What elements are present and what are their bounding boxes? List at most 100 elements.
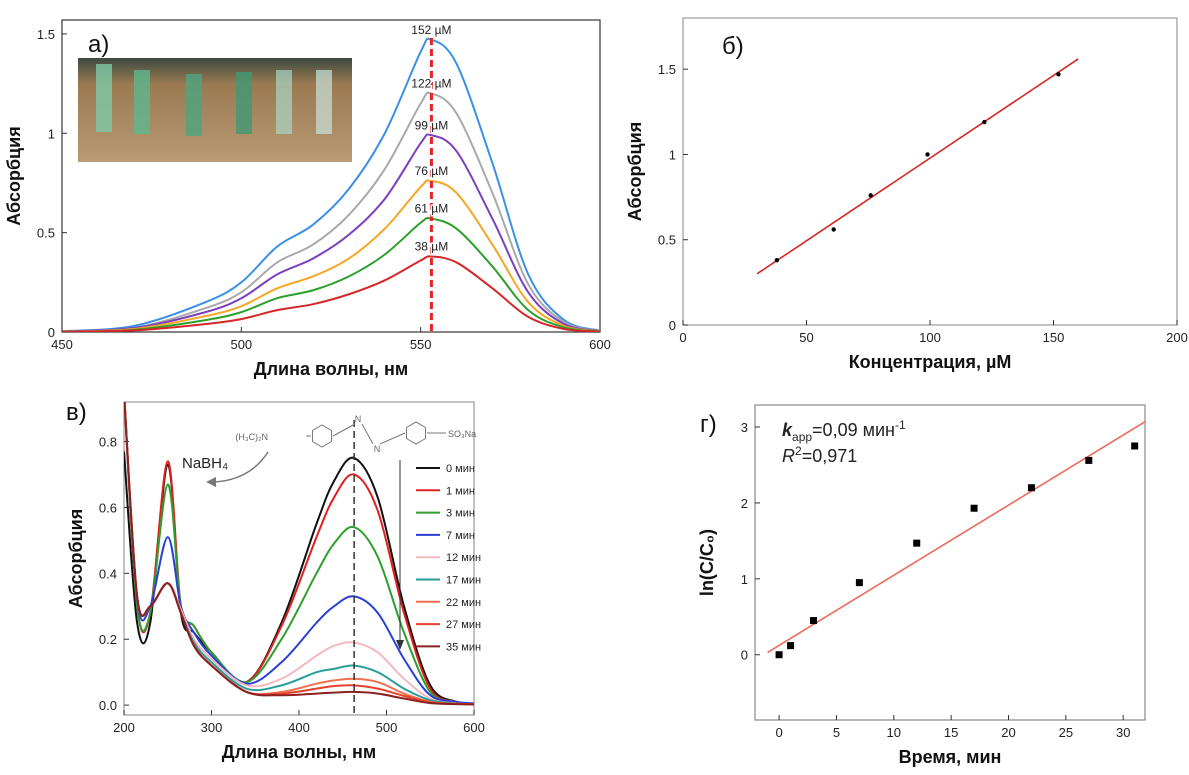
r-value: =0,971 — [802, 446, 858, 466]
x-tick-label: 5 — [833, 725, 840, 740]
x-tick-label: 100 — [919, 330, 941, 345]
r-symbol: R — [782, 446, 795, 466]
data-point — [925, 152, 930, 157]
data-point — [982, 119, 987, 125]
legend-label: 3 мин — [446, 508, 475, 520]
legend-label: 12 мин — [446, 552, 481, 564]
plot-area — [62, 37, 600, 332]
y-axis-title: Абсорбция — [625, 122, 645, 221]
x-axis-title: Длина волны, нм — [222, 742, 376, 762]
x-tick-label: 0 — [679, 330, 686, 345]
legend-label: 0 мин — [446, 463, 475, 475]
spectrum-line — [124, 402, 474, 705]
k-subscript: app — [792, 430, 812, 444]
y-axis-title: Абсорбция — [66, 509, 86, 608]
x-tick-label: 25 — [1059, 725, 1073, 740]
legend-label: 1 мин — [446, 485, 475, 497]
data-point — [810, 617, 817, 625]
spectrum-line — [62, 133, 600, 332]
molecule-label: N — [374, 444, 381, 454]
legend-label: 27 мин — [446, 619, 481, 631]
y-tick-label: 1.5 — [37, 27, 55, 42]
curve-label: 99 µM — [415, 118, 449, 132]
curve-label: 122 µM — [411, 77, 451, 91]
y-axis-title: ln(C/C₀) — [697, 529, 717, 596]
k-superscript: -1 — [895, 418, 906, 432]
y-tick-label: 0.0 — [99, 698, 117, 713]
x-tick-label: 300 — [201, 720, 223, 735]
curve-label: 76 µM — [415, 164, 449, 178]
spectrum-line — [62, 91, 600, 332]
spectrum-line — [62, 255, 600, 332]
data-point — [787, 642, 795, 650]
reagent-label: NaBH₄ — [182, 455, 228, 472]
molecule-label: (H₃C)₂N — [235, 432, 268, 442]
y-tick-label: 1 — [669, 147, 676, 162]
x-tick-label: 15 — [944, 725, 958, 740]
data-point — [775, 651, 783, 659]
y-tick-label: 0.5 — [658, 233, 676, 248]
molecule-bonds — [306, 423, 446, 445]
data-point — [855, 579, 863, 587]
x-tick-label: 550 — [410, 337, 432, 352]
molecule-label: SO₃Na — [448, 429, 476, 439]
x-tick-label: 600 — [463, 720, 485, 735]
panel: 0 5 10 15 20 25 30 0 1 2 3 Время, мин ln(C/C₀) г) kapp… — [697, 404, 1146, 767]
y-tick-label: 2 — [741, 496, 748, 511]
y-tick-label: 0.8 — [99, 435, 117, 450]
curve-label: 38 µM — [415, 239, 449, 253]
y-tick-label: 1.5 — [658, 62, 676, 77]
legend-label: 35 мин — [446, 641, 481, 653]
y-tick-label: 0.5 — [37, 226, 55, 241]
x-tick-label: 50 — [799, 330, 813, 345]
x-tick-label: 10 — [887, 725, 901, 740]
rate-constant: kapp=0,09 мин-1 — [782, 418, 906, 444]
x-tick-label: 500 — [230, 337, 252, 352]
x-tick-label: 150 — [1043, 330, 1065, 345]
plot-area — [124, 402, 474, 715]
y-tick-label: 0 — [741, 648, 748, 663]
spectrum-line — [62, 216, 600, 332]
x-tick-label: 20 — [1001, 725, 1015, 740]
r-superscript: 2 — [795, 444, 802, 458]
y-axis-title: Абсорбция — [4, 126, 24, 225]
panel-label: а) — [88, 31, 109, 58]
y-tick-label: 0.4 — [99, 566, 117, 581]
x-tick-label: 200 — [1166, 330, 1188, 345]
reagent-arrow — [213, 451, 269, 483]
x-tick-label: 400 — [288, 720, 310, 735]
fit-line — [756, 58, 1079, 275]
legend-label: 7 мин — [446, 530, 475, 542]
panel-label: г) — [700, 411, 717, 438]
plot-frame — [682, 17, 1178, 326]
molecule-ring — [405, 421, 427, 445]
y-tick-label: 0.6 — [99, 500, 117, 515]
x-axis-title: Концентрация, µM — [849, 352, 1012, 372]
spectrum-line — [124, 402, 474, 705]
data-point — [1027, 484, 1035, 492]
panel: 450 500 550 600 0 0.5 1 1.5 Длина волны, нм Абсор… — [4, 19, 611, 379]
data-point — [1085, 456, 1093, 464]
legend-label: 22 мин — [446, 597, 481, 609]
y-tick-label: 3 — [741, 420, 748, 435]
curve-label: 61 µM — [415, 202, 449, 216]
molecule-ring — [311, 424, 333, 448]
r-squared: R2=0,971 — [782, 444, 857, 466]
spectrum-line — [124, 402, 474, 706]
plot-area — [756, 58, 1079, 275]
x-tick-label: 0 — [775, 725, 782, 740]
x-tick-label: 30 — [1116, 725, 1130, 740]
x-tick-label: 200 — [113, 720, 135, 735]
panel-label: б) — [722, 33, 744, 60]
panel: 200 300 400 500 600 0.0 0.2 0.4 0.6 0.8 Длина волн… — [66, 399, 485, 762]
x-axis-title: Длина волны, нм — [254, 359, 408, 379]
x-tick-label: 600 — [589, 337, 611, 352]
molecule-label: N — [355, 414, 362, 424]
x-tick-label: 500 — [376, 720, 398, 735]
y-tick-label: 0 — [48, 325, 55, 340]
x-tick-label: 450 — [51, 337, 73, 352]
photo-inset — [78, 58, 352, 162]
legend-arrowhead — [396, 640, 404, 650]
plot-frame — [61, 19, 601, 333]
